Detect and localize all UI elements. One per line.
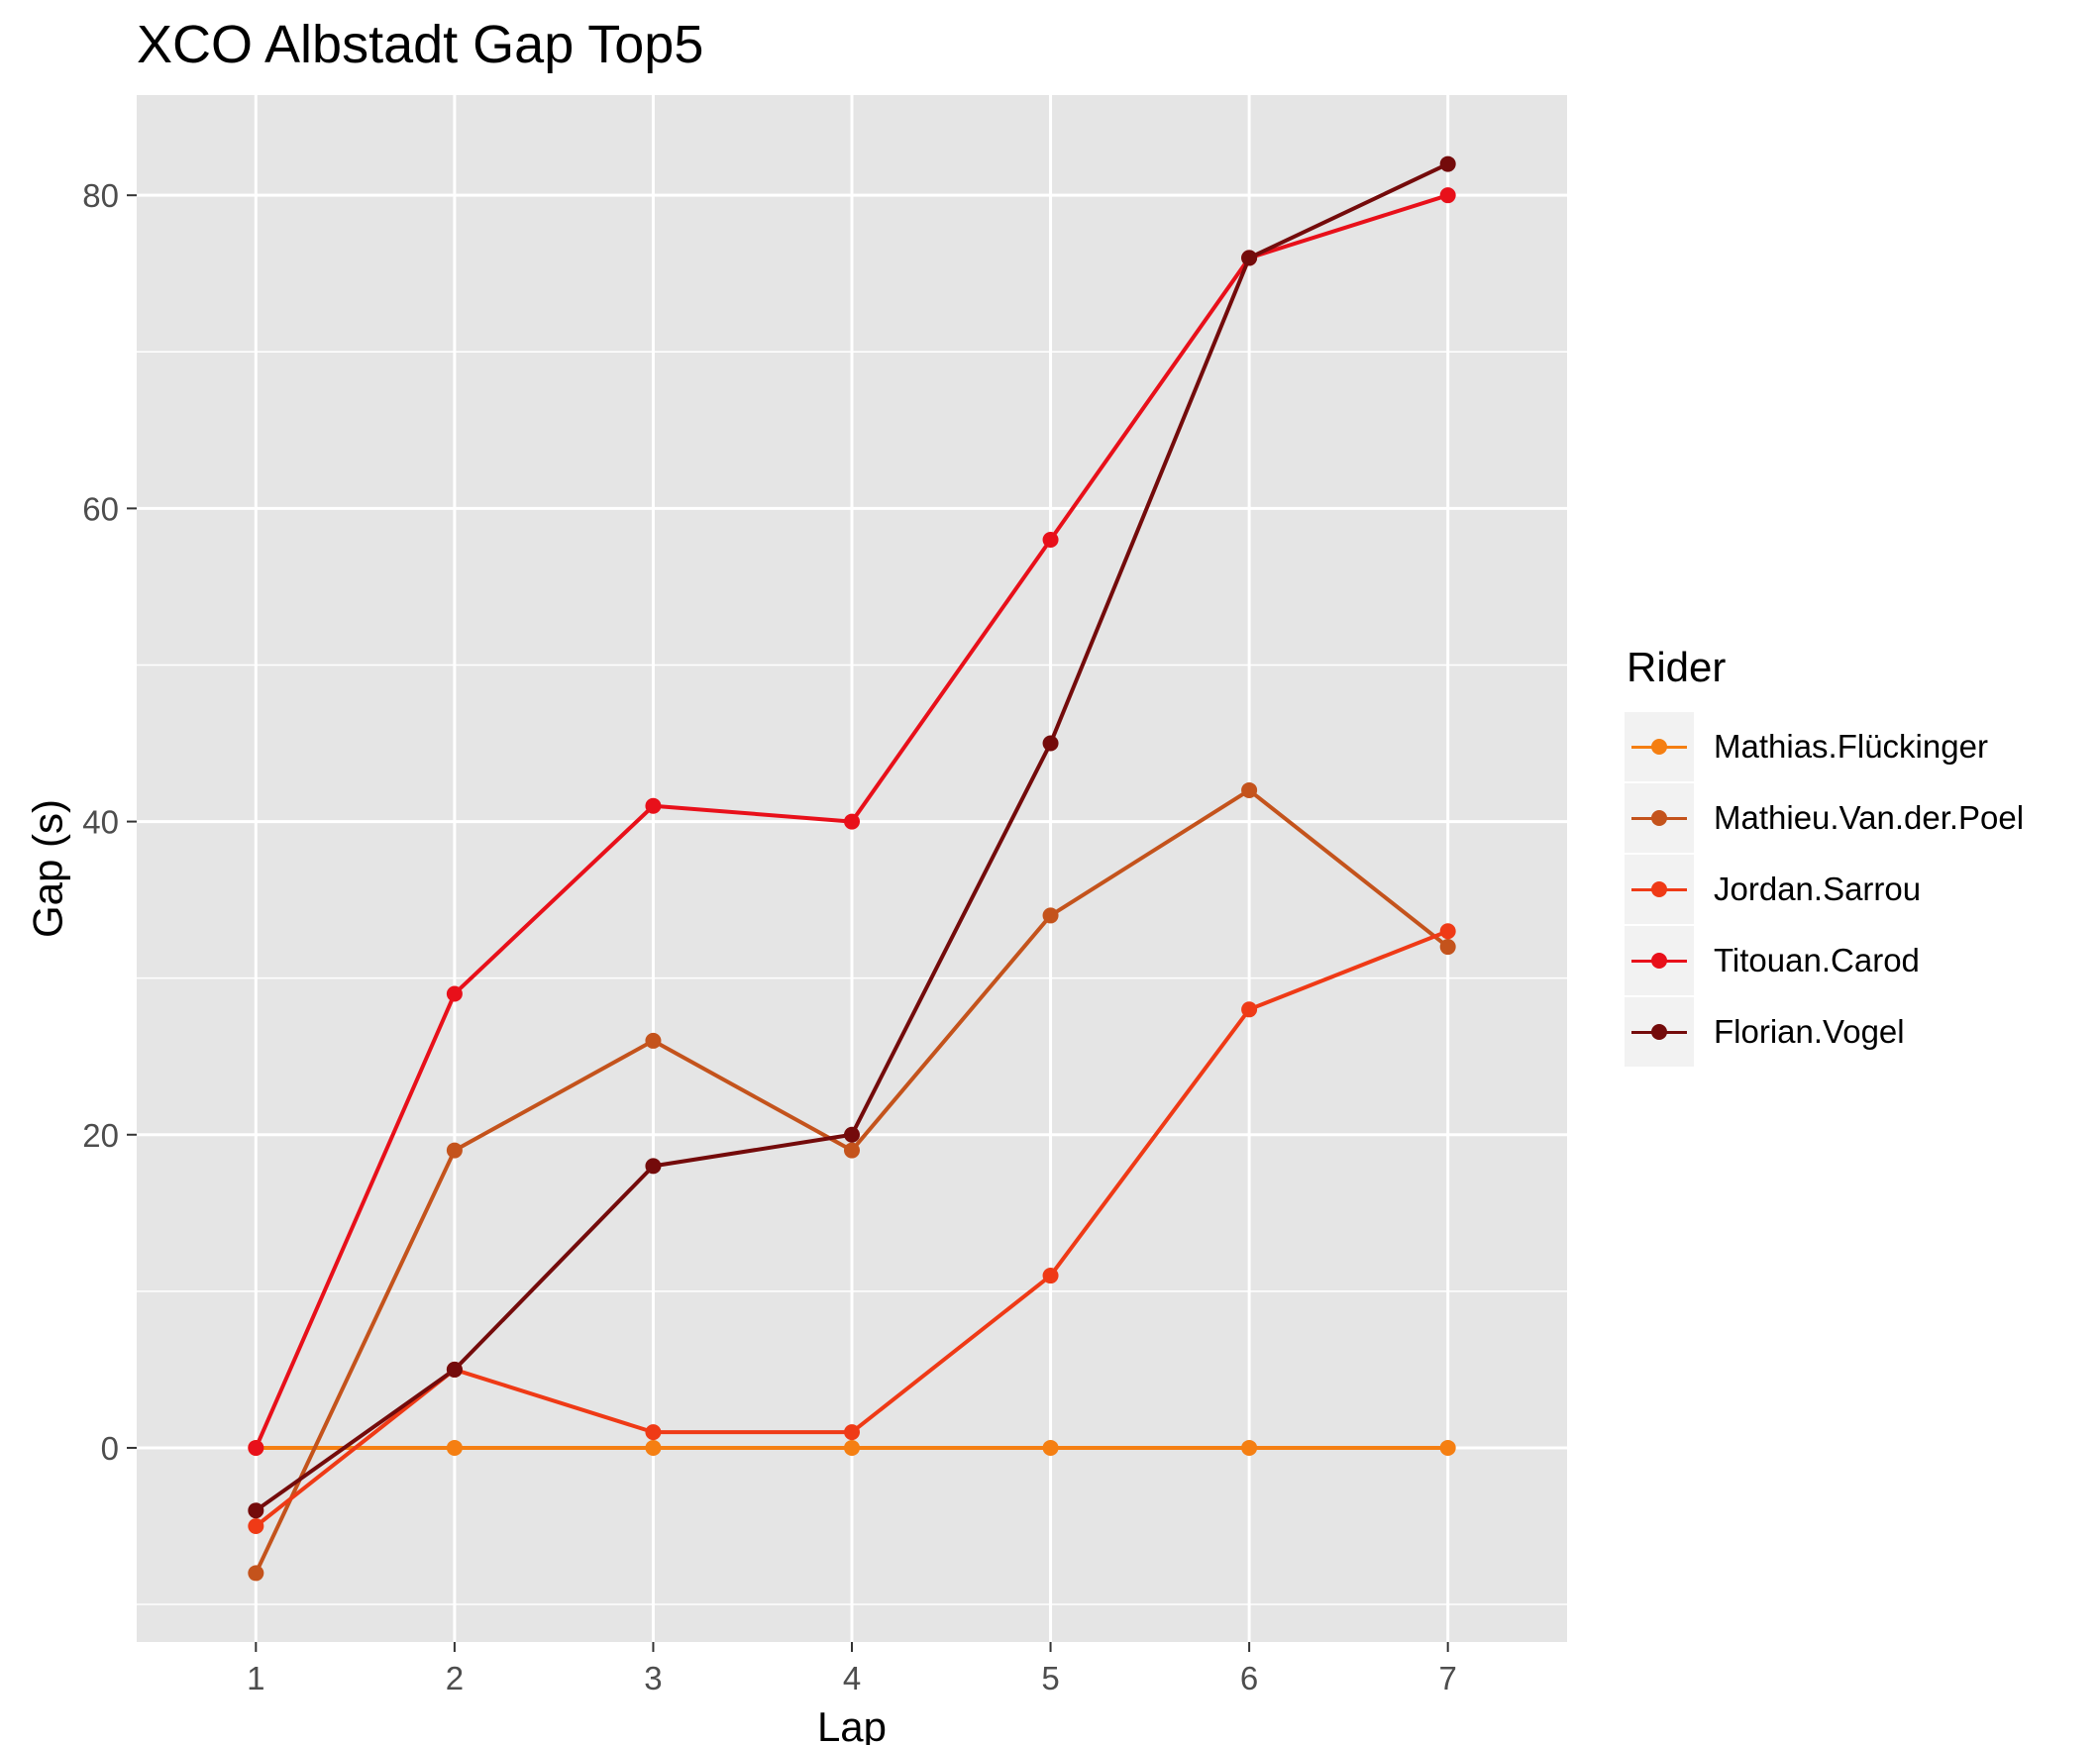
x-axis-title: Lap — [817, 1703, 887, 1745]
legend-items: Mathias.Flückinger Mathieu.Van.der.Poel Jo… — [1625, 711, 2024, 1068]
data-point — [645, 1032, 662, 1049]
data-point — [844, 1424, 860, 1441]
legend-item: Mathias.Flückinger — [1625, 711, 2024, 782]
y-tick-label: 40 — [82, 804, 119, 841]
data-point — [1241, 1439, 1258, 1456]
axis-ticks — [127, 194, 1449, 1652]
data-point — [248, 1439, 264, 1456]
data-point — [645, 1424, 662, 1441]
y-tick-label: 0 — [101, 1430, 119, 1467]
data-point — [1241, 781, 1258, 798]
x-tick-label: 3 — [644, 1660, 662, 1696]
data-point — [645, 1439, 662, 1456]
data-point — [1042, 735, 1059, 752]
data-point — [446, 1439, 463, 1456]
x-tick-label: 7 — [1438, 1660, 1456, 1696]
data-point — [645, 797, 662, 814]
legend-label: Florian.Vogel — [1714, 1013, 1905, 1050]
legend-key — [1625, 926, 1694, 995]
legend-key — [1625, 783, 1694, 853]
legend-key — [1625, 855, 1694, 924]
legend-label: Mathieu.Van.der.Poel — [1714, 799, 2025, 836]
y-tick-label: 20 — [82, 1117, 119, 1154]
legend-key-dot — [1651, 1024, 1667, 1040]
legend-key-dot — [1651, 739, 1667, 755]
y-tick-labels: 0 20 40 60 80 — [82, 177, 119, 1467]
legend-key-dot — [1651, 881, 1667, 897]
legend-key — [1625, 997, 1694, 1067]
x-tick-label: 2 — [446, 1660, 464, 1696]
x-tick-labels: 1 2 3 4 5 6 7 — [247, 1660, 1457, 1696]
data-point — [1042, 1268, 1059, 1284]
x-tick-label: 4 — [843, 1660, 861, 1696]
data-point — [1042, 1439, 1059, 1456]
data-point — [1241, 250, 1258, 266]
data-point — [1042, 531, 1059, 548]
chart-title: XCO Albstadt Gap Top5 — [137, 15, 704, 74]
x-tick-label: 1 — [247, 1660, 264, 1696]
series-points — [248, 155, 1456, 1582]
data-point — [844, 813, 860, 830]
data-point — [1439, 939, 1456, 956]
y-axis-title: Gap (s) — [25, 799, 71, 938]
data-point — [1439, 187, 1456, 204]
legend-title: Rider — [1627, 644, 1727, 690]
data-point — [248, 1565, 264, 1582]
legend-item: Florian.Vogel — [1625, 996, 2024, 1068]
data-point — [248, 1518, 264, 1535]
legend: Rider Mathias.Flückinger Mathieu.Van.der.… — [1625, 644, 2024, 1068]
data-point — [844, 1126, 860, 1143]
legend-item: Jordan.Sarrou — [1625, 854, 2024, 925]
data-point — [844, 1439, 860, 1456]
legend-label: Mathias.Flückinger — [1714, 728, 1988, 765]
x-tick-label: 5 — [1041, 1660, 1059, 1696]
legend-label: Titouan.Carod — [1714, 942, 1920, 978]
legend-item: Mathieu.Van.der.Poel — [1625, 782, 2024, 854]
legend-key-dot — [1651, 810, 1667, 826]
y-tick-label: 60 — [82, 490, 119, 527]
legend-key — [1625, 712, 1694, 781]
legend-label: Jordan.Sarrou — [1714, 871, 1922, 907]
data-point — [1042, 907, 1059, 924]
data-point — [1241, 1001, 1258, 1018]
y-tick-label: 80 — [82, 177, 119, 214]
data-point — [248, 1502, 264, 1519]
x-tick-label: 6 — [1240, 1660, 1258, 1696]
data-point — [446, 1361, 463, 1378]
data-point — [1439, 923, 1456, 940]
data-point — [844, 1142, 860, 1159]
data-point — [1439, 1439, 1456, 1456]
data-point — [446, 985, 463, 1002]
legend-item: Titouan.Carod — [1625, 925, 2024, 996]
legend-key-dot — [1651, 953, 1667, 969]
data-point — [446, 1142, 463, 1159]
data-point — [645, 1158, 662, 1175]
data-point — [1439, 155, 1456, 172]
